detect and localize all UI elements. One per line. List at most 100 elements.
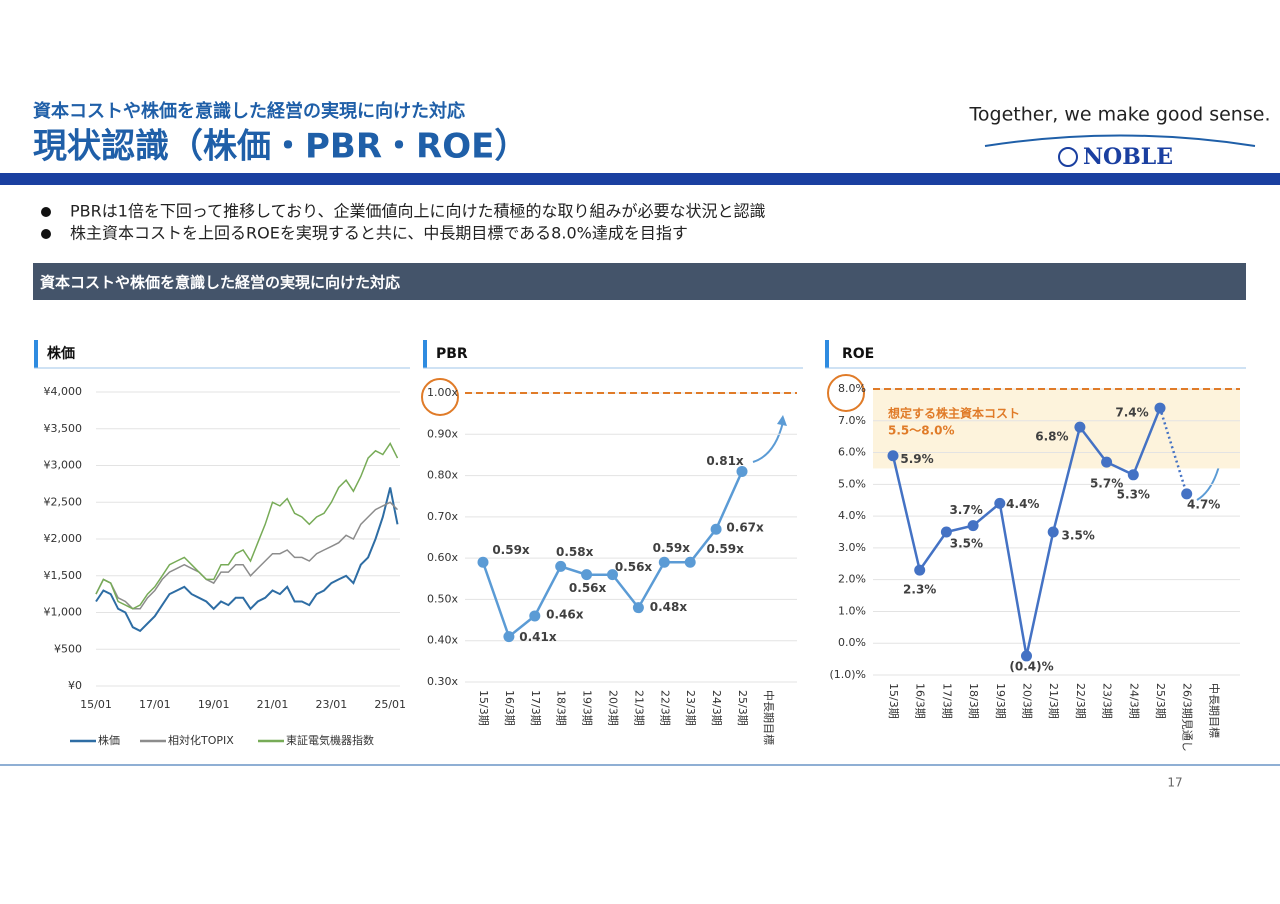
- bullet-dot: [41, 207, 51, 217]
- data-label: 3.5%: [1062, 529, 1095, 543]
- x-tick-label: 23/3期: [1101, 683, 1114, 719]
- x-tick-label: 21/3期: [1047, 683, 1060, 719]
- point: [887, 450, 899, 462]
- section-title: 資本コストや株価を意識した経営の実現に向けた対応: [40, 274, 400, 292]
- y-tick-label: 0.50x: [427, 592, 458, 605]
- point: [1047, 526, 1059, 538]
- point: [940, 526, 952, 538]
- y-tick-label: 6.0%: [838, 446, 866, 459]
- panel-title: 株価: [47, 345, 75, 362]
- y-tick-label: 0.90x: [427, 427, 458, 440]
- point: [994, 497, 1006, 509]
- point: [684, 556, 696, 568]
- x-tick-label: 25/3期: [736, 690, 749, 726]
- data-label: 2.3%: [903, 583, 936, 597]
- data-label: 4.7%: [1187, 497, 1220, 511]
- legend-label: 株価: [98, 733, 120, 747]
- series-line: [95, 487, 399, 633]
- y-tick-label: 0.80x: [427, 469, 458, 482]
- point: [503, 631, 515, 643]
- y-tick-label: ¥1,500: [44, 569, 83, 582]
- x-tick-label: 16/3期: [503, 690, 516, 726]
- x-tick-label: 20/3期: [607, 690, 620, 726]
- bullet: 株主資本コストを上回るROEを実現すると共に、中長期目標である8.0%達成を目指…: [70, 224, 688, 243]
- x-tick-label: 23/3期: [684, 690, 697, 726]
- y-tick-label: ¥1,000: [44, 606, 83, 619]
- data-label: 3.5%: [950, 537, 983, 551]
- point: [1101, 456, 1113, 468]
- y-tick-label: 7.0%: [838, 414, 866, 427]
- x-tick-label: 22/3期: [1074, 683, 1087, 719]
- data-label: 5.3%: [1117, 487, 1150, 501]
- point: [1127, 469, 1139, 481]
- data-label: 7.4%: [1115, 406, 1148, 420]
- x-tick-label: 17/3期: [529, 690, 542, 726]
- point: [529, 610, 541, 622]
- y-tick-label: 0.70x: [427, 510, 458, 523]
- arrow-head: [777, 415, 787, 426]
- y-tick-label: 1.00x: [427, 386, 458, 399]
- bullet: PBRは1倍を下回って推移しており、企業価値向上に向けた積極的な取り組みが必要な…: [70, 202, 766, 221]
- band-label: 想定する株主資本コスト: [887, 406, 1020, 421]
- legend-label: 相対化TOPIX: [168, 733, 234, 747]
- x-tick-label: 15/3期: [887, 683, 900, 719]
- subtitle: 資本コストや株価を意識した経営の実現に向けた対応: [33, 100, 465, 122]
- arrow: [752, 421, 784, 463]
- point: [710, 523, 722, 535]
- data-label: (0.4)%: [1009, 659, 1053, 673]
- section-bar: [33, 263, 1246, 300]
- x-tick-label: 24/3期: [1127, 683, 1140, 719]
- y-tick-label: 0.40x: [427, 634, 458, 647]
- y-tick-label: (1.0)%: [829, 668, 866, 681]
- data-label: 5.9%: [900, 452, 933, 466]
- x-tick-label: 21/3期: [632, 690, 645, 726]
- y-tick-label: 1.0%: [838, 604, 866, 617]
- data-label: 3.7%: [949, 503, 982, 517]
- point: [477, 556, 489, 568]
- highlight-circle: [827, 374, 865, 412]
- y-tick-label: ¥4,000: [44, 385, 83, 398]
- x-tick-label: 19/3期: [581, 690, 594, 726]
- data-label: 0.46x: [546, 607, 584, 621]
- point: [581, 569, 593, 581]
- logo-icon: [1058, 147, 1078, 167]
- x-tick-label: 中長期目標: [1207, 683, 1221, 738]
- panel-accent: [423, 340, 427, 368]
- data-label: 0.59x: [653, 541, 691, 555]
- x-tick-label: 23/01: [316, 698, 348, 711]
- point: [1021, 650, 1032, 662]
- x-tick-label: 17/3期: [940, 683, 953, 719]
- data-label: 0.56x: [615, 560, 653, 574]
- logo: NOBLE: [1083, 144, 1173, 170]
- x-tick-label: 18/3期: [555, 690, 568, 726]
- data-label: 0.56x: [569, 581, 607, 595]
- point: [555, 560, 567, 572]
- x-tick-label: 25/01: [374, 698, 406, 711]
- x-tick-label: 19/3期: [994, 683, 1007, 719]
- panel-accent: [34, 340, 38, 368]
- x-tick-label: 22/3期: [658, 690, 671, 726]
- highlight-circle: [421, 378, 459, 416]
- x-tick-label: 26/3期見通し: [1181, 683, 1194, 752]
- data-label: 0.59x: [492, 543, 530, 557]
- y-tick-label: 3.0%: [838, 541, 866, 554]
- x-tick-label: 25/3期: [1154, 683, 1167, 719]
- point: [1074, 421, 1086, 433]
- x-tick-label: 20/3期: [1021, 683, 1034, 719]
- charts: ¥0 ¥500 ¥1,000 ¥1,500 ¥2,000 ¥2,500 ¥3,000 ¥3,5…: [44, 382, 1240, 752]
- series-line: [95, 442, 399, 610]
- band: [873, 389, 1240, 469]
- x-tick-label: 15/3期: [477, 690, 490, 726]
- panel-title: ROE: [842, 346, 874, 362]
- data-label: 5.7%: [1090, 477, 1123, 491]
- data-label: 0.58x: [556, 545, 594, 559]
- x-tick-label: 19/01: [198, 698, 230, 711]
- point: [736, 465, 748, 477]
- y-tick-label: ¥500: [54, 642, 82, 655]
- point: [607, 569, 618, 581]
- legend-label: 東証電気機器指数: [286, 733, 374, 747]
- x-tick-label: 24/3期: [710, 690, 723, 726]
- x-tick-label: 18/3期: [967, 683, 980, 719]
- data-label: 0.67x: [726, 521, 764, 535]
